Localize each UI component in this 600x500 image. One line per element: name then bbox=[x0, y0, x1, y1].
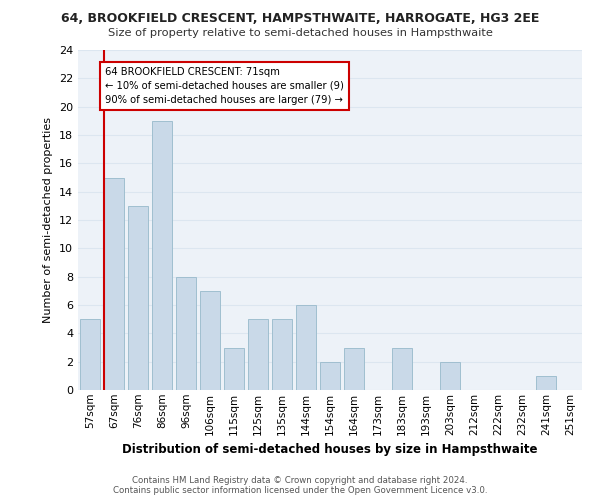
Bar bbox=[128, 206, 148, 390]
Bar bbox=[296, 305, 316, 390]
Bar bbox=[224, 348, 244, 390]
Text: 64 BROOKFIELD CRESCENT: 71sqm
← 10% of semi-detached houses are smaller (9)
90% : 64 BROOKFIELD CRESCENT: 71sqm ← 10% of s… bbox=[105, 67, 344, 105]
Bar bbox=[176, 276, 196, 390]
Text: Contains HM Land Registry data © Crown copyright and database right 2024.
Contai: Contains HM Land Registry data © Crown c… bbox=[113, 476, 487, 495]
Bar bbox=[272, 319, 292, 390]
Bar bbox=[104, 178, 124, 390]
Bar bbox=[200, 291, 220, 390]
Text: Size of property relative to semi-detached houses in Hampsthwaite: Size of property relative to semi-detach… bbox=[107, 28, 493, 38]
Bar bbox=[440, 362, 460, 390]
Text: 64, BROOKFIELD CRESCENT, HAMPSTHWAITE, HARROGATE, HG3 2EE: 64, BROOKFIELD CRESCENT, HAMPSTHWAITE, H… bbox=[61, 12, 539, 26]
Bar bbox=[320, 362, 340, 390]
X-axis label: Distribution of semi-detached houses by size in Hampsthwaite: Distribution of semi-detached houses by … bbox=[122, 443, 538, 456]
Bar bbox=[80, 319, 100, 390]
Bar bbox=[392, 348, 412, 390]
Bar bbox=[536, 376, 556, 390]
Bar bbox=[344, 348, 364, 390]
Bar bbox=[248, 319, 268, 390]
Bar bbox=[152, 121, 172, 390]
Y-axis label: Number of semi-detached properties: Number of semi-detached properties bbox=[43, 117, 53, 323]
